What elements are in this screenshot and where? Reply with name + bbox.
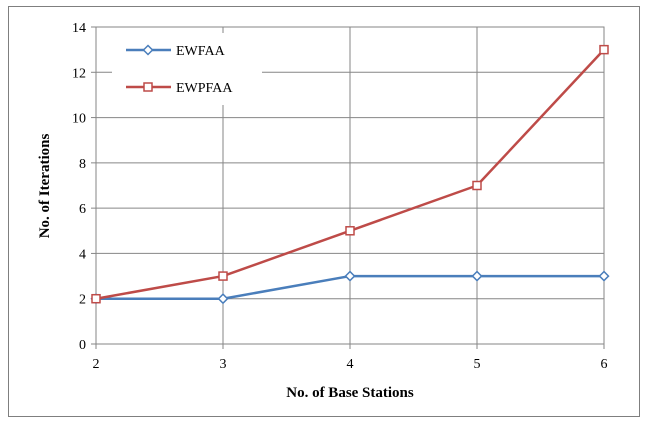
x-tick-label: 6 (601, 357, 608, 372)
x-tick-label: 5 (474, 357, 481, 372)
y-tick-label: 10 (72, 112, 86, 127)
data-point-ewpfaa (91, 293, 101, 304)
legend-marker-ewfaa (142, 44, 154, 56)
data-point-ewfaa (598, 270, 610, 282)
series-layer (90, 44, 610, 305)
data-point-ewfaa (344, 270, 356, 282)
data-point-ewpfaa (218, 271, 228, 281)
x-axis-title: No. of Base Stations (286, 385, 414, 401)
legend-label-ewfaa: EWFAA (176, 44, 226, 59)
data-point-ewpfaa (345, 226, 355, 236)
legend-label-ewpfaa: EWPFAA (176, 81, 233, 96)
data-point-ewfaa (217, 293, 229, 305)
data-point-ewpfaa (472, 180, 482, 191)
y-tick-label: 4 (79, 247, 86, 262)
data-point-ewpfaa (599, 44, 609, 55)
y-axis-title: No. of Iterations (37, 134, 53, 239)
data-point-ewfaa (471, 270, 483, 282)
legend-box (112, 33, 262, 105)
x-tick-label: 4 (347, 357, 354, 372)
y-tick-label: 12 (72, 66, 86, 81)
x-tick-label: 3 (220, 357, 227, 372)
y-tick-label: 8 (79, 157, 86, 172)
x-tick-label: 2 (93, 357, 100, 372)
legend: EWFAA EWPFAA (112, 33, 262, 105)
legend-marker-ewpfaa (143, 82, 153, 92)
y-tick-label: 14 (72, 21, 86, 36)
y-tick-label: 2 (79, 293, 86, 308)
y-tick-label: 0 (79, 338, 86, 353)
y-tick-label: 6 (79, 202, 86, 217)
